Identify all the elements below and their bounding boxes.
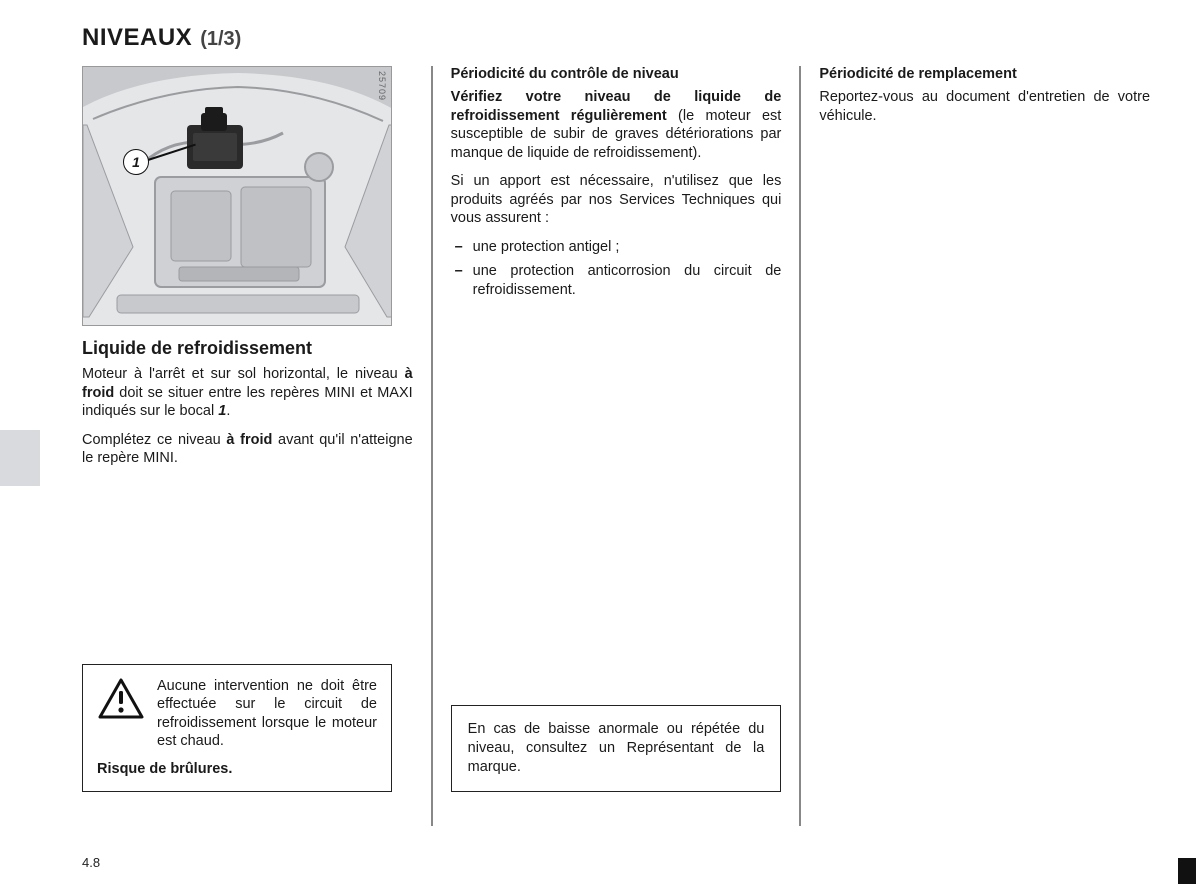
check-paragraph-1: Vérifiez votre niveau de liquide de refr… (451, 88, 782, 162)
text: . (226, 403, 230, 419)
warning-row: Aucune intervention ne doit être effectu… (97, 677, 377, 751)
callout-1: 1 (123, 149, 149, 175)
protection-list: une protection antigel ; une protection … (451, 238, 782, 300)
advice-box: En cas de baisse anormale ou répétée du … (451, 705, 782, 792)
list-item: une protection antigel ; (451, 238, 782, 257)
text: doit se situer entre les repères MINI et… (82, 385, 413, 420)
warning-text: Aucune intervention ne doit être effectu… (157, 677, 377, 751)
section-tab (0, 430, 40, 486)
page-number: 4.8 (82, 855, 100, 870)
column-1: 25709 (82, 66, 431, 826)
column-2: Périodicité du contrôle de niveau Vérifi… (431, 66, 800, 826)
figure-id: 25709 (377, 71, 387, 101)
corner-mark (1178, 858, 1196, 884)
warning-box: Aucune intervention ne doit être effectu… (82, 664, 392, 792)
engine-bay-figure: 25709 (82, 66, 392, 326)
coolant-paragraph-1: Moteur à l'arrêt et sur sol horizontal, … (82, 365, 413, 421)
columns: 25709 (82, 66, 1150, 826)
manual-page: NIVEAUX (1/3) 25709 (0, 0, 1200, 888)
replacement-heading: Périodicité de remplacement (819, 66, 1150, 82)
warning-emphasis: Risque de brûlures. (97, 761, 377, 777)
coolant-heading: Liquide de refroidissement (82, 338, 413, 359)
list-item: une protection anticorrosion du circuit … (451, 262, 782, 299)
replacement-paragraph: Reportez-vous au document d'entretien de… (819, 88, 1150, 125)
check-frequency-heading: Périodicité du contrôle de niveau (451, 66, 782, 82)
page-subtitle: (1/3) (200, 28, 241, 51)
page-title: NIVEAUX (82, 24, 192, 52)
column-3: Périodicité de remplacement Reportez-vou… (799, 66, 1150, 826)
text: Moteur à l'arrêt et sur sol horizontal, … (82, 366, 405, 382)
warning-triangle-icon (97, 677, 145, 721)
bold: à froid (226, 432, 272, 448)
page-title-row: NIVEAUX (1/3) (82, 24, 1150, 52)
check-paragraph-2: Si un apport est nécessaire, n'utilisez … (451, 172, 782, 228)
text: Complétez ce niveau (82, 432, 226, 448)
engine-bay-illustration (83, 67, 392, 326)
coolant-paragraph-2: Complétez ce niveau à froid avant qu'il … (82, 431, 413, 468)
